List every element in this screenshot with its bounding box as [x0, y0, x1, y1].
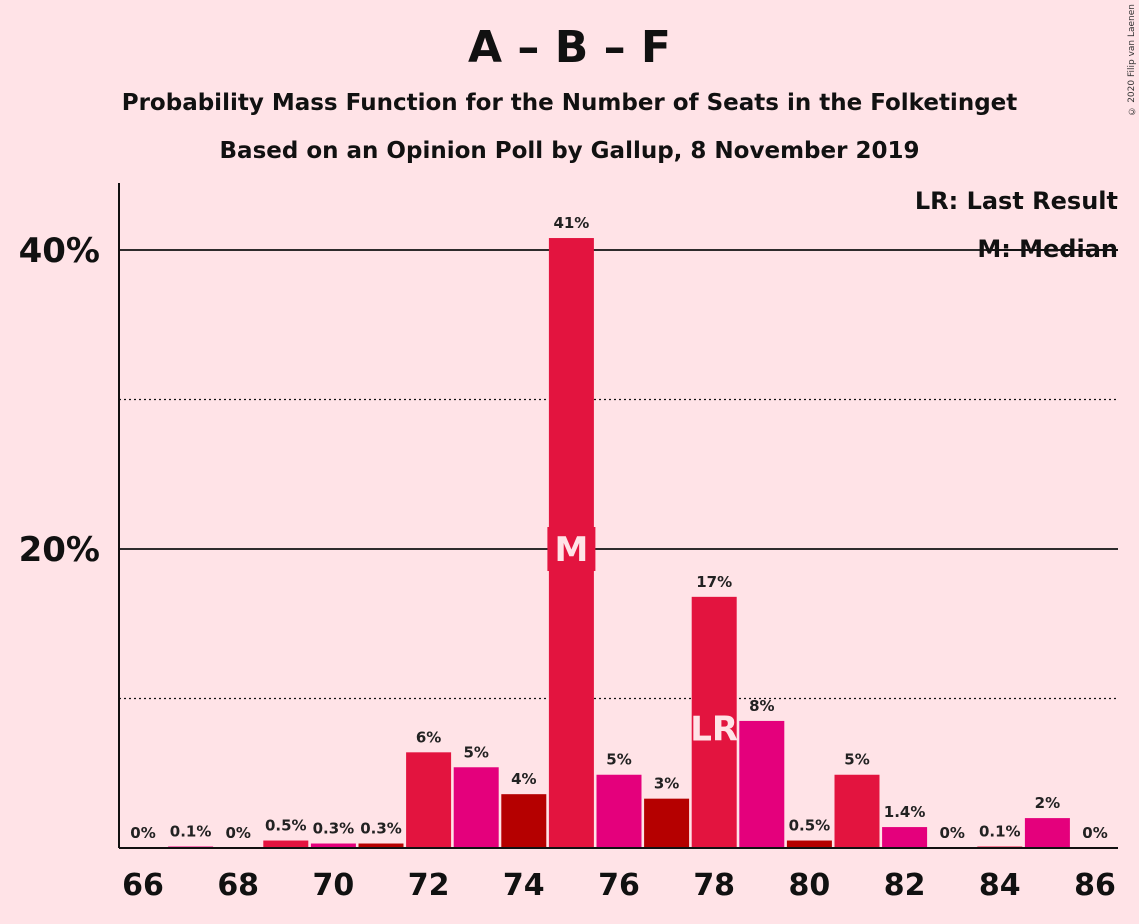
bar-seat-74 [501, 794, 547, 848]
x-tick-label-68: 68 [217, 868, 259, 903]
axes: 20% 40% 66 68 70 72 74 76 78 80 82 84 86 [19, 183, 1118, 903]
data-label-seat-85: 2% [1035, 794, 1060, 812]
data-label-seat-81: 5% [844, 751, 869, 769]
bar-seat-73 [453, 767, 499, 848]
data-label-seat-66: 0% [130, 824, 155, 842]
bar-seat-71 [358, 843, 404, 848]
bar-seat-78 [691, 596, 737, 848]
data-label-seat-67: 0.1% [170, 823, 212, 841]
data-label-seat-68: 0% [225, 824, 250, 842]
data-label-seat-72: 6% [416, 728, 441, 746]
data-label-seat-82: 1.4% [884, 803, 926, 821]
chart-source-line: Based on an Opinion Poll by Gallup, 8 No… [219, 138, 920, 164]
last-result-marker: LR [690, 709, 738, 749]
gridlines [119, 249, 1118, 700]
x-tick-label-86: 86 [1074, 868, 1116, 903]
data-label-seat-70: 0.3% [313, 820, 355, 838]
bar-seat-77 [644, 798, 690, 848]
median-marker: M [554, 530, 588, 570]
data-label-seat-84: 0.1% [979, 823, 1021, 841]
y-tick-label-40: 40% [19, 231, 100, 271]
data-label-seat-78: 17% [696, 573, 732, 591]
bar-seat-82 [882, 827, 928, 848]
x-tick-label-66: 66 [122, 868, 164, 903]
data-label-seat-75: 41% [553, 214, 589, 232]
x-tick-label-74: 74 [503, 868, 545, 903]
data-label-seat-76: 5% [606, 751, 631, 769]
bar-seat-76 [596, 774, 642, 848]
bar-seat-80 [786, 840, 832, 848]
legend-last-result: LR: Last Result [915, 187, 1118, 215]
x-tick-label-70: 70 [313, 868, 355, 903]
data-label-seat-86: 0% [1082, 824, 1107, 842]
data-label-seat-80: 0.5% [789, 817, 831, 835]
x-tick-label-76: 76 [598, 868, 640, 903]
bar-seat-69 [263, 840, 309, 848]
data-label-seat-69: 0.5% [265, 817, 307, 835]
x-tick-label-82: 82 [884, 868, 926, 903]
median-marker-bg [547, 527, 596, 571]
data-label-seat-79: 8% [749, 697, 774, 715]
y-tick-label-20: 20% [19, 530, 100, 570]
bars [168, 238, 1070, 849]
chart-title: A – B – F [468, 22, 671, 73]
x-tick-label-80: 80 [789, 868, 831, 903]
bar-seat-70 [310, 843, 356, 848]
bar-seat-85 [1024, 818, 1070, 848]
x-tick-label-78: 78 [693, 868, 735, 903]
data-label-seat-74: 4% [511, 770, 536, 788]
x-tick-label-84: 84 [979, 868, 1021, 903]
data-labels: 0% 0.1% 0% 0.5% 0.3% 0.3% 6% 5% 4% 41% M 5% 3% 17% LR 8… [130, 214, 1107, 842]
data-label-seat-71: 0.3% [360, 820, 402, 838]
bar-seat-81 [834, 774, 880, 848]
bar-seat-79 [739, 720, 785, 848]
data-label-seat-73: 5% [463, 743, 488, 761]
chart-subtitle: Probability Mass Function for the Number… [121, 90, 1018, 116]
data-label-seat-83: 0% [939, 824, 964, 842]
data-label-seat-77: 3% [654, 775, 679, 793]
bar-seat-72 [406, 752, 452, 848]
x-tick-label-72: 72 [408, 868, 450, 903]
